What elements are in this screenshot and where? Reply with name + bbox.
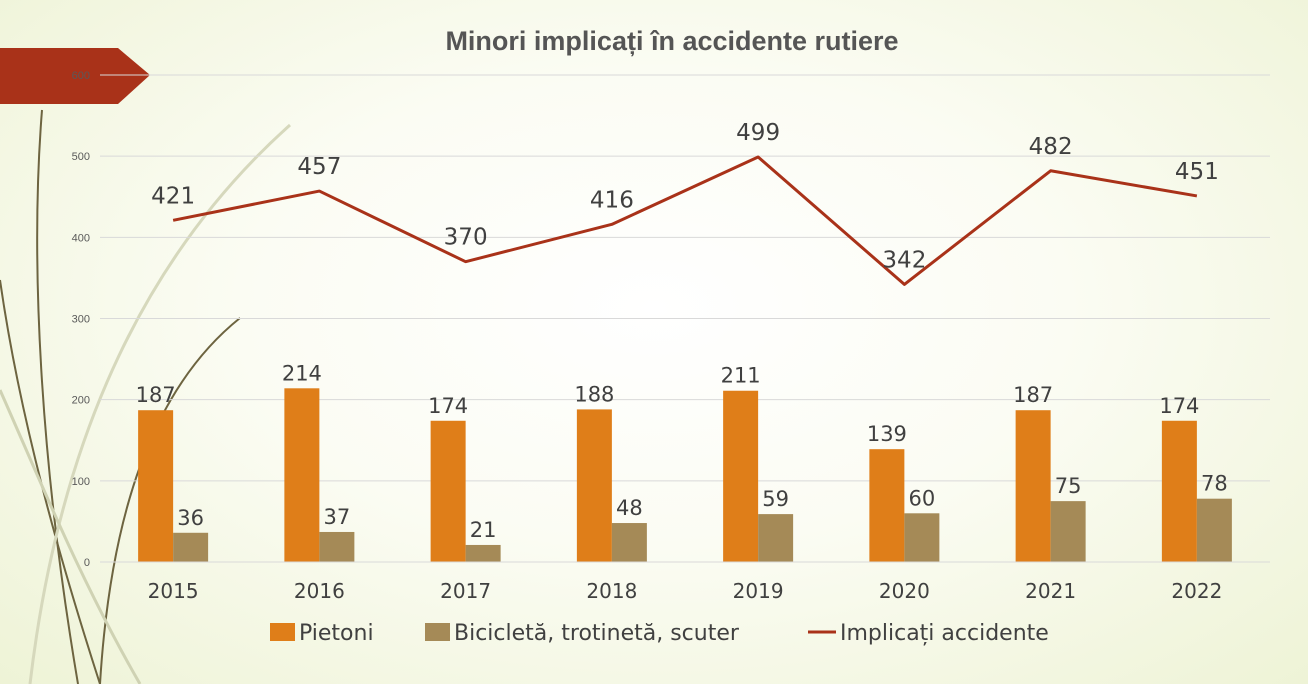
x-tick-label: 2020 <box>879 579 930 603</box>
bar-biciclet-2020 <box>904 513 940 562</box>
line-data-label: 421 <box>151 183 195 209</box>
legend-label: Implicați accidente <box>840 621 1049 646</box>
y-tick-label: 400 <box>72 232 90 244</box>
bar-pietoni-2017 <box>430 420 466 562</box>
bars <box>138 388 1232 562</box>
legend: Pietoni Bicicletă, trotinetă, scuter Impli… <box>270 621 1049 646</box>
bar-data-label: 174 <box>1159 394 1199 418</box>
line-data-label: 457 <box>297 154 341 180</box>
chart-title: Minori implicați în accidente rutiere <box>445 26 898 56</box>
x-tick-label: 2018 <box>586 579 637 603</box>
x-tick-label: 2016 <box>294 579 345 603</box>
legend-item: Implicați accidente <box>808 621 1049 646</box>
bar-data-label: 188 <box>574 382 614 406</box>
bar-data-label: 214 <box>282 361 322 385</box>
bar-pietoni-2019 <box>723 390 759 562</box>
x-tick-label: 2021 <box>1025 579 1076 603</box>
bar-data-label: 37 <box>324 505 351 529</box>
gridlines <box>100 74 1270 563</box>
decor-curve <box>0 389 142 684</box>
slide-arrow-ribbon <box>0 48 150 104</box>
y-tick-label: 500 <box>72 151 90 163</box>
y-tick-label: 100 <box>72 476 90 488</box>
x-tick-label: 2019 <box>733 579 784 603</box>
line-data-label: 451 <box>1175 159 1219 185</box>
bar-biciclet-2022 <box>1196 498 1232 562</box>
bar-data-label: 187 <box>136 383 176 407</box>
y-axis: 0 100 200 300 400 500 600 <box>72 70 90 569</box>
bar-pietoni-2016 <box>284 388 320 562</box>
bar-biciclet-2015 <box>173 532 209 562</box>
bar-data-label: 78 <box>1201 472 1228 496</box>
bar-pietoni-2021 <box>1015 410 1051 562</box>
legend-swatch <box>425 623 450 641</box>
line-data-label: 499 <box>736 120 780 146</box>
y-tick-label: 300 <box>72 314 90 326</box>
line-data-label: 482 <box>1029 134 1073 160</box>
line-implicati-accidente <box>172 155 1198 286</box>
bar-biciclet-2018 <box>611 523 647 562</box>
bar-pietoni-2018 <box>576 409 612 562</box>
y-tick-label: 200 <box>72 395 90 407</box>
x-axis: 2015 2016 2017 2018 2019 2020 2021 2022 <box>100 561 1270 603</box>
bar-biciclet-2021 <box>1050 501 1086 562</box>
line-series <box>172 155 1198 286</box>
bar-pietoni-2022 <box>1161 420 1197 562</box>
y-tick-label: 600 <box>72 70 90 82</box>
bar-data-label: 48 <box>616 496 643 520</box>
bar-pietoni-2020 <box>869 449 905 562</box>
legend-item: Pietoni <box>270 621 374 646</box>
legend-item: Bicicletă, trotinetă, scuter <box>425 621 740 646</box>
bar-data-label: 211 <box>721 364 761 388</box>
bar-data-label: 60 <box>909 486 936 510</box>
decor-curve <box>28 123 291 684</box>
bar-data-label: 187 <box>1013 383 1053 407</box>
legend-label: Pietoni <box>299 621 374 646</box>
x-tick-label: 2022 <box>1171 579 1222 603</box>
bar-data-label: 36 <box>177 506 204 530</box>
bar-biciclet-2017 <box>465 544 501 562</box>
bar-pietoni-2015 <box>138 410 174 562</box>
y-tick-label: 0 <box>84 557 90 569</box>
bar-biciclet-2019 <box>758 514 794 562</box>
line-data-label: 342 <box>882 247 926 273</box>
legend-swatch <box>270 623 295 641</box>
bar-data-label: 174 <box>428 394 468 418</box>
bar-data-label: 59 <box>762 487 789 511</box>
decor-curve <box>36 109 79 684</box>
bar-data-label: 21 <box>470 518 497 542</box>
x-tick-label: 2017 <box>440 579 491 603</box>
bar-data-label: 139 <box>867 422 907 446</box>
line-data-label: 416 <box>590 187 634 213</box>
bar-biciclet-2016 <box>319 531 355 562</box>
legend-label: Bicicletă, trotinetă, scuter <box>454 621 740 646</box>
x-tick-label: 2015 <box>148 579 199 603</box>
bar-data-label: 75 <box>1055 474 1082 498</box>
data-labels: 187 36 214 37 174 21 188 48 211 59 139 60 187 75 174 78… <box>136 120 1228 542</box>
line-data-label: 370 <box>444 225 488 251</box>
